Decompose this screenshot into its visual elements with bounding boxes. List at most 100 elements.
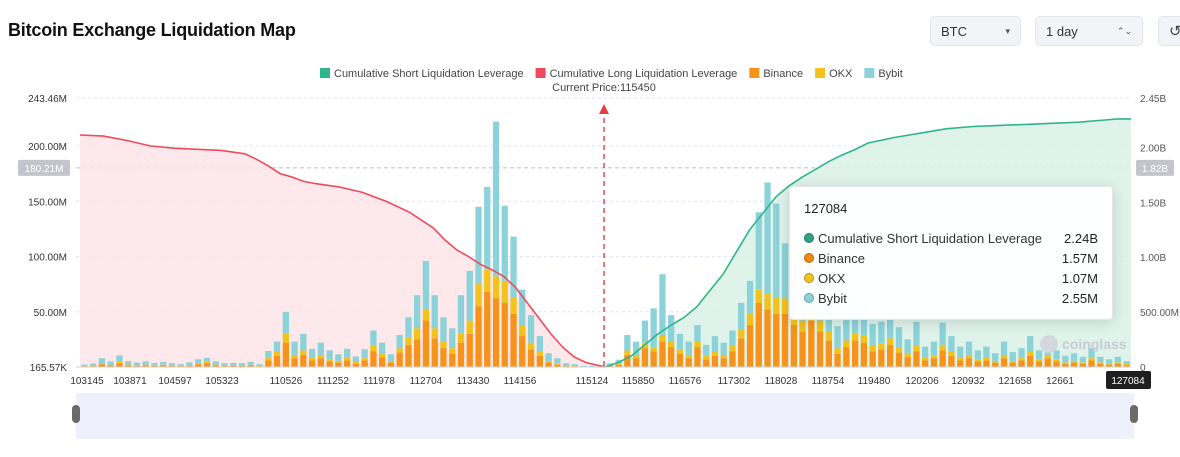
bar-bybit	[344, 348, 351, 358]
bar-okx	[177, 365, 184, 367]
bar-binance	[536, 356, 543, 367]
x-tick-label: 118028	[765, 376, 798, 387]
bar-okx	[335, 360, 342, 363]
bar-okx	[221, 365, 228, 366]
bar-okx	[475, 284, 482, 307]
bar-binance	[895, 352, 903, 367]
period-select[interactable]: 1 day ⌃⌄	[1035, 16, 1143, 46]
y-right-tick-label: 1.00B	[1140, 253, 1166, 264]
coin-select[interactable]: BTC ▾	[930, 16, 1021, 46]
bar-okx	[1035, 359, 1043, 362]
bar-bybit	[466, 270, 473, 321]
bar-bybit	[624, 335, 631, 351]
bar-binance	[913, 351, 920, 367]
bar-bybit	[904, 339, 911, 354]
y-right-marker-badge	[1136, 159, 1174, 176]
bar-binance	[965, 358, 973, 367]
bar-bybit	[1027, 336, 1034, 352]
bar-bybit	[895, 327, 903, 348]
bar-bybit	[203, 357, 211, 362]
bar-bybit	[273, 341, 281, 352]
bar-bybit	[317, 342, 324, 355]
refresh-icon: ↺	[1169, 23, 1180, 40]
bar-binance	[492, 298, 500, 367]
bar-bybit	[422, 260, 430, 310]
x-tick-label: 118754	[812, 376, 845, 387]
y-left-tick-label: 150.00M	[28, 197, 67, 208]
chart-legend: Cumulative Short Liquidation Leverage Cum…	[320, 68, 903, 80]
bar-bybit	[379, 342, 386, 354]
bar-binance	[676, 353, 684, 367]
bar-bybit	[641, 320, 649, 343]
y-left-tick-label: 50.00M	[34, 308, 67, 319]
bar-okx	[965, 354, 973, 359]
bar-binance	[116, 363, 123, 367]
bar-binance	[799, 331, 806, 367]
bar-bybit	[1062, 355, 1069, 363]
x-tick-label: 111978	[363, 376, 395, 387]
bar-okx	[633, 354, 640, 359]
bar-okx	[457, 333, 465, 343]
bar-binance	[1009, 362, 1016, 367]
bar-binance	[790, 325, 797, 367]
period-select-value: 1 day	[1046, 23, 1078, 39]
bar-bybit	[738, 302, 745, 330]
zoom-slider-handle-left[interactable]	[72, 405, 80, 423]
bar-binance	[843, 347, 850, 367]
bar-binance	[755, 302, 762, 367]
bar-bybit	[869, 323, 876, 346]
current-price-marker	[599, 104, 609, 366]
bar-binance	[160, 365, 167, 367]
bar-bybit	[606, 363, 613, 366]
bar-okx	[939, 344, 946, 351]
bar-okx	[414, 328, 421, 340]
bar-bybit	[1079, 356, 1086, 363]
y-right-tick-label: 500.00M	[1140, 308, 1179, 319]
bar-okx	[545, 360, 552, 363]
zoom-slider-handle-right[interactable]	[1130, 405, 1138, 423]
legend-label: Binance	[763, 68, 803, 80]
x-tick-label: 113430	[457, 376, 490, 387]
bar-bybit	[703, 344, 710, 356]
bar-bybit	[527, 315, 535, 343]
tooltip-row: OKX 1.07M	[804, 268, 1098, 288]
bar-binance	[729, 351, 736, 367]
page-title: Bitcoin Exchange Liquidation Map	[8, 20, 296, 40]
bar-binance	[98, 364, 105, 367]
bar-okx	[562, 365, 570, 366]
bar-okx	[160, 364, 167, 366]
tooltip-row: Binance 1.57M	[804, 248, 1098, 268]
bar-binance	[212, 365, 219, 367]
legend-swatch	[815, 68, 826, 78]
bar-binance	[1044, 358, 1051, 367]
bar-okx	[379, 353, 386, 357]
bar-binance	[308, 360, 316, 367]
tooltip-row-label: OKX	[818, 270, 846, 286]
bar-binance	[300, 354, 307, 367]
bar-bybit	[387, 354, 395, 361]
bar-binance	[606, 365, 613, 367]
bar-okx	[431, 328, 438, 339]
bar-okx	[212, 364, 219, 366]
coinglass-watermark: coinglass	[1040, 335, 1127, 353]
zoom-slider-track[interactable]	[76, 393, 1134, 439]
y-left-marker-label: 180.21M	[25, 164, 64, 175]
bar-bybit	[449, 328, 456, 349]
bar-binance	[238, 365, 246, 367]
long-liquidation-area	[80, 135, 605, 367]
bar-okx	[1062, 362, 1069, 364]
reset-button[interactable]: ↺	[1158, 16, 1180, 46]
bar-bybit	[1088, 348, 1095, 359]
bar-bybit	[685, 341, 692, 355]
bar-binance	[195, 364, 202, 367]
bar-okx	[895, 347, 903, 353]
bar-binance	[720, 358, 727, 367]
bar-binance	[107, 365, 114, 367]
bar-binance	[168, 365, 176, 367]
bar-binance	[326, 361, 333, 367]
bar-okx	[492, 276, 500, 299]
bar-okx	[186, 365, 193, 366]
y-left-tick-label: 165.57K	[30, 363, 68, 374]
bar-bybit	[764, 182, 771, 293]
bar-binance	[668, 347, 675, 367]
